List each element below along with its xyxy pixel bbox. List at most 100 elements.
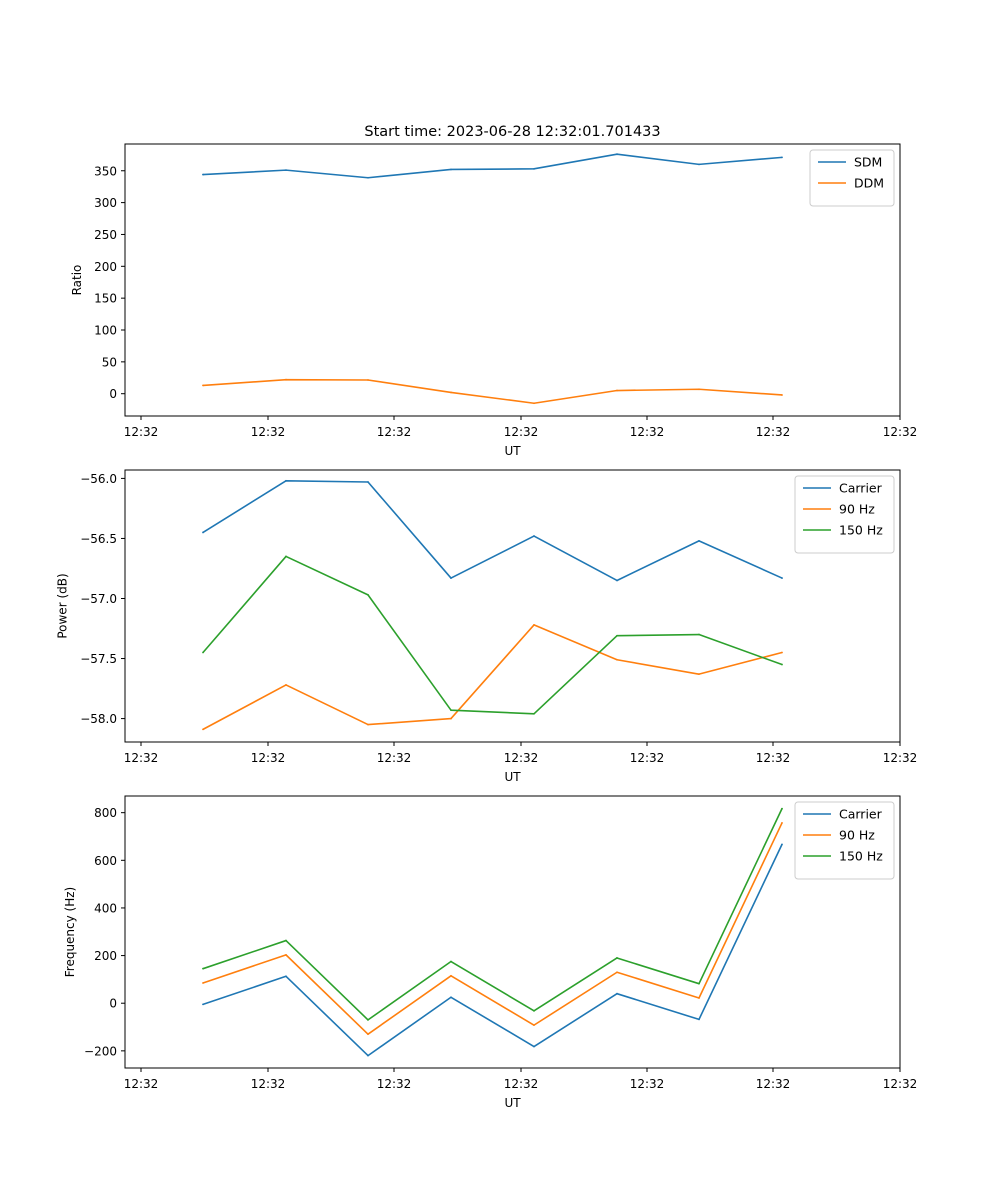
plot-frame	[124, 143, 901, 417]
data-point	[698, 539, 700, 542]
y-axis-label: Frequency (Hz)	[63, 887, 77, 978]
x-tick-label: 12:32	[630, 751, 665, 765]
data-point	[450, 960, 452, 963]
data-point	[367, 1033, 369, 1036]
data-point	[616, 658, 618, 661]
plot-frame	[124, 469, 901, 743]
data-point	[698, 997, 700, 999]
y-tick-label: 350	[94, 164, 117, 178]
y-tick-label: −57.5	[80, 652, 117, 666]
data-point	[781, 822, 783, 824]
legend-entry: Carrier	[839, 807, 883, 822]
data-point	[781, 156, 783, 159]
y-tick-label: 200	[94, 260, 117, 274]
x-tick-label: 12:32	[883, 751, 918, 765]
data-point	[616, 153, 618, 156]
x-tick-label: 12:32	[377, 425, 412, 439]
data-point	[367, 176, 369, 179]
data-point	[202, 173, 204, 176]
plot-frame	[124, 795, 901, 1069]
data-point	[202, 728, 204, 731]
x-tick-label: 12:32	[883, 425, 918, 439]
y-tick-label: −56.0	[80, 472, 117, 486]
data-point	[781, 651, 783, 654]
y-tick-label: 0	[109, 997, 117, 1011]
y-tick-label: −57.0	[80, 592, 117, 606]
data-point	[533, 712, 535, 715]
data-point	[367, 1018, 369, 1021]
x-tick-label: 12:32	[504, 751, 539, 765]
x-tick-label: 12:32	[756, 425, 791, 439]
data-point	[202, 982, 204, 984]
legend-entry: DDM	[854, 176, 884, 191]
x-tick-label: 12:32	[124, 425, 159, 439]
series-line-150-hz	[202, 555, 783, 715]
legend: SDM DDM	[809, 149, 895, 207]
legend-box	[794, 801, 895, 880]
y-tick-label: 800	[94, 806, 117, 820]
data-point	[285, 939, 287, 942]
legend: Carrier 90 Hz 150 Hz	[794, 475, 895, 554]
x-tick-label: 12:32	[251, 1077, 286, 1091]
data-point	[450, 996, 452, 999]
data-point	[367, 481, 369, 483]
data-point	[698, 982, 700, 985]
legend-entry: 90 Hz	[839, 828, 875, 843]
x-tick-label: 12:32	[124, 751, 159, 765]
x-axis-label: UT	[504, 770, 521, 784]
data-point	[533, 1009, 535, 1012]
data-point	[202, 967, 204, 970]
data-point	[698, 388, 700, 391]
chart-title: Start time: 2023-06-28 12:32:01.701433	[364, 124, 660, 140]
data-point	[285, 169, 287, 172]
y-axis-label: Power (dB)	[56, 573, 70, 638]
chart-panel-2: 12:32 12:32 12:32 12:32 12:32 12:32 12:32 UT −58…	[56, 469, 918, 784]
data-point	[450, 709, 452, 712]
data-point	[698, 673, 700, 676]
y-tick-label: 400	[94, 901, 117, 915]
series-line-150-hz	[202, 808, 783, 1021]
data-point	[781, 394, 783, 396]
data-point	[450, 577, 452, 579]
x-tick-label: 12:32	[124, 1077, 159, 1091]
data-point	[616, 971, 618, 974]
data-point	[202, 384, 204, 387]
chart-panel-1: Start time: 2023-06-28 12:32:01.701433 12…	[70, 124, 917, 458]
data-point	[616, 992, 618, 995]
x-tick-label: 12:32	[883, 1077, 918, 1091]
y-tick-label: 50	[102, 355, 117, 369]
data-point	[616, 634, 618, 637]
x-tick-label: 12:32	[251, 751, 286, 765]
data-point	[781, 577, 783, 579]
data-point	[698, 163, 700, 166]
data-point	[367, 593, 369, 596]
legend: Carrier 90 Hz 150 Hz	[794, 801, 895, 880]
data-point	[533, 624, 535, 626]
data-point	[533, 1024, 535, 1027]
x-tick-label: 12:32	[504, 1077, 539, 1091]
legend-entry: 150 Hz	[839, 849, 883, 864]
data-point	[285, 953, 287, 956]
data-point	[616, 957, 618, 959]
y-tick-label: 300	[94, 196, 117, 210]
data-point	[533, 402, 535, 405]
data-point	[285, 555, 287, 558]
series-line-carrier	[202, 480, 783, 582]
y-tick-label: 600	[94, 854, 117, 868]
data-point	[367, 1054, 369, 1057]
x-axis-label: UT	[504, 1096, 521, 1110]
y-tick-label: 0	[109, 387, 117, 401]
y-tick-label: −56.5	[80, 532, 117, 546]
x-tick-label: 12:32	[630, 425, 665, 439]
data-point	[533, 167, 535, 170]
y-tick-label: −200	[84, 1044, 117, 1058]
data-point	[285, 684, 287, 686]
series-line-sdm	[202, 153, 783, 179]
x-tick-label: 12:32	[504, 425, 539, 439]
data-point	[698, 1018, 700, 1021]
data-point	[285, 479, 287, 482]
legend-box	[794, 475, 895, 554]
x-tick-label: 12:32	[756, 1077, 791, 1091]
x-axis-label: UT	[504, 444, 521, 458]
legend-entry: Carrier	[839, 481, 883, 496]
